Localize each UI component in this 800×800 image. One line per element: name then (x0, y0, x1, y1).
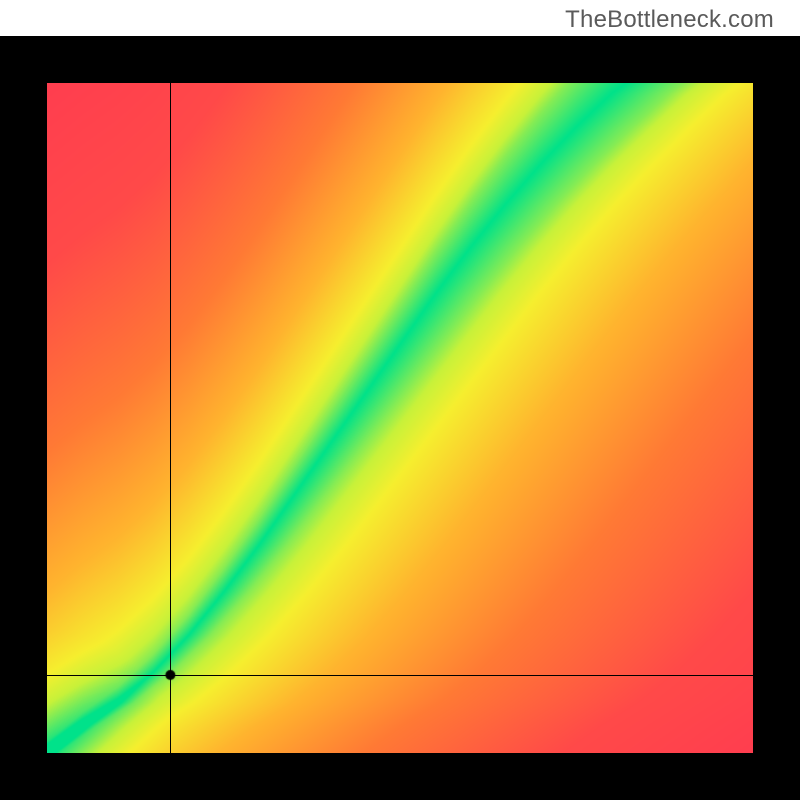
watermark-text: TheBottleneck.com (565, 6, 774, 34)
crosshair-vertical (170, 83, 171, 753)
heatmap-plot-area (47, 83, 753, 753)
crosshair-horizontal (47, 675, 753, 676)
marker-dot-layer (47, 83, 753, 753)
page-root: TheBottleneck.com (0, 0, 800, 800)
